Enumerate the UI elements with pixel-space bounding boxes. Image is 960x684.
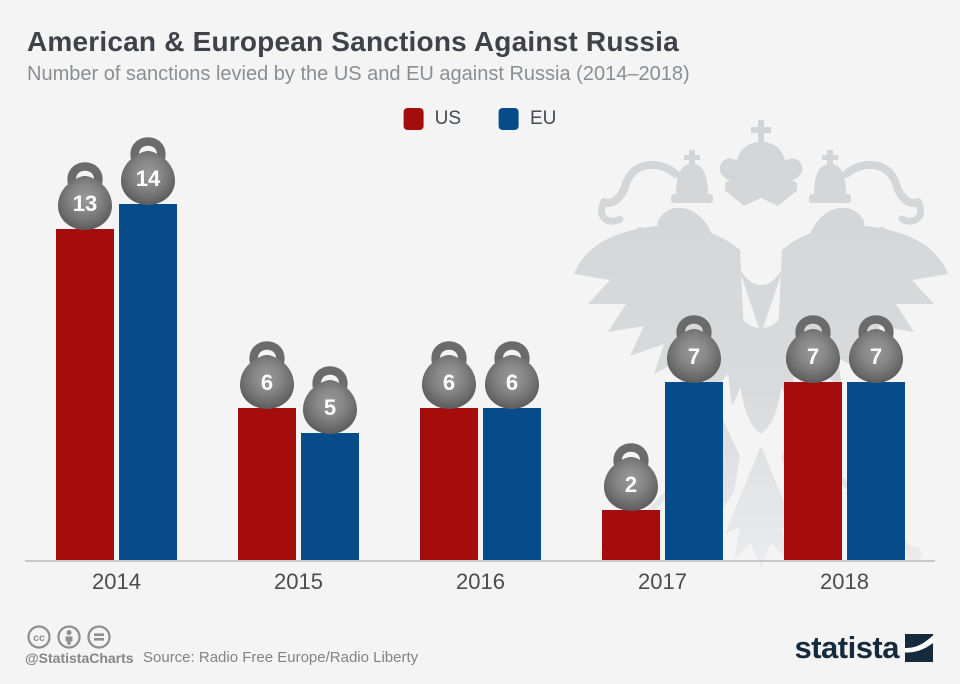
bar-value-label: 13	[73, 191, 97, 216]
bar-2017-us	[602, 510, 660, 561]
bar-2018-us	[784, 382, 842, 561]
axis-label-2016: 2016	[456, 569, 505, 594]
us-color-swatch	[403, 108, 424, 130]
bar-2014-us	[56, 229, 114, 561]
bar-value-label: 7	[688, 344, 700, 369]
statista-logo[interactable]: statista	[794, 630, 933, 665]
weight-icon-2015-eu: 5	[300, 362, 360, 439]
weight-icon-2017-eu: 7	[664, 311, 724, 388]
axis-label-2014: 2014	[92, 569, 141, 594]
legend-item-eu: EU	[499, 108, 556, 130]
weight-icon-2014-us: 13	[55, 158, 115, 235]
bar-2016-us	[420, 408, 478, 561]
bar-2018-eu	[847, 382, 905, 561]
bar-2017-eu	[665, 382, 723, 561]
statista-charts-handle[interactable]: @StatistaCharts	[25, 650, 134, 666]
license-icons: cc	[27, 625, 111, 649]
legend-label-eu: EU	[530, 108, 557, 129]
legend-item-us: US	[403, 108, 461, 130]
bar-value-label: 7	[807, 344, 819, 369]
bar-value-label: 5	[324, 395, 336, 420]
cc-icon[interactable]: cc	[27, 625, 51, 649]
statista-wordmark: statista	[794, 630, 899, 665]
weight-icon-2015-us: 6	[237, 337, 297, 414]
bar-value-label: 6	[443, 370, 455, 395]
svg-text:cc: cc	[33, 632, 45, 644]
x-axis-line	[25, 560, 935, 562]
bar-2015-us	[238, 408, 296, 561]
page-title: American & European Sanctions Against Ru…	[27, 26, 679, 57]
source-text: Source: Radio Free Europe/Radio Liberty	[143, 649, 419, 666]
bar-value-label: 6	[261, 370, 273, 395]
bar-value-label: 6	[506, 370, 518, 395]
weight-icon-2018-us: 7	[783, 311, 843, 388]
axis-label-2018: 2018	[820, 569, 869, 594]
eu-color-swatch	[499, 108, 519, 130]
axis-label-2015: 2015	[274, 569, 323, 594]
legend: US EU	[403, 108, 556, 130]
weight-icon-2018-eu: 7	[846, 311, 906, 388]
bar-value-label: 2	[625, 472, 637, 497]
axis-label-2017: 2017	[638, 569, 687, 594]
weight-icon-2014-eu: 14	[118, 133, 178, 210]
bar-2016-eu	[483, 408, 541, 561]
bar-value-label: 7	[870, 344, 882, 369]
bar-chart: 13 14 2014 6 5 2015 6 6 2016 2 7 2017 7 7 2018	[55, 133, 906, 594]
weight-icon-2017-us: 2	[601, 439, 661, 516]
statista-logo-icon	[905, 634, 933, 662]
bar-2015-eu	[301, 433, 359, 561]
bar-value-label: 14	[136, 166, 161, 191]
page-subtitle: Number of sanctions levied by the US and…	[27, 63, 690, 85]
bar-2014-eu	[119, 204, 177, 561]
attribution-icon[interactable]	[57, 625, 81, 649]
weight-icon-2016-us: 6	[419, 337, 479, 414]
legend-label-us: US	[434, 108, 461, 129]
equals-icon[interactable]	[87, 625, 111, 649]
weight-icon-2016-eu: 6	[482, 337, 542, 414]
